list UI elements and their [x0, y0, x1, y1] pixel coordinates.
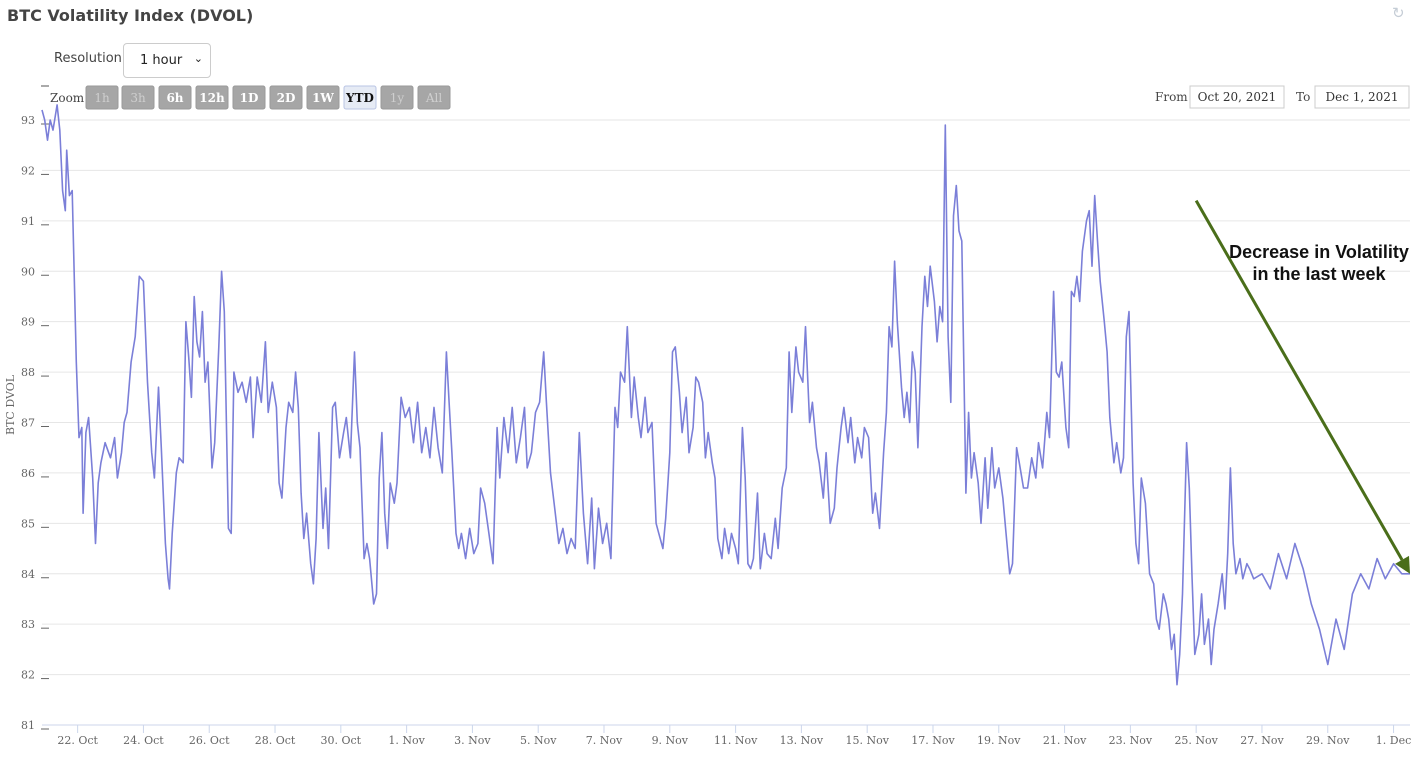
- x-tick-label: 28. Oct: [255, 734, 296, 747]
- zoom-button-bg: [158, 85, 192, 110]
- zoom-button-1d[interactable]: 1D: [232, 85, 266, 110]
- from-input[interactable]: [1189, 85, 1285, 109]
- zoom-button-1y: 1y: [380, 85, 414, 110]
- refresh-icon[interactable]: ↻: [1392, 5, 1405, 22]
- to-input[interactable]: [1314, 85, 1410, 109]
- y-tick-label: 85: [21, 517, 35, 530]
- zoom-button-bg: [417, 85, 451, 110]
- zoom-button-label: All: [425, 91, 443, 105]
- zoom-button-bg: [121, 85, 155, 110]
- x-tick-label: 15. Nov: [845, 734, 889, 747]
- zoom-button-label: 3h: [130, 91, 146, 105]
- y-tick-label: 83: [21, 618, 35, 631]
- zoom-button-bg: [343, 85, 377, 110]
- x-tick-label: 26. Oct: [189, 734, 230, 747]
- zoom-button-2d[interactable]: 2D: [269, 85, 303, 110]
- y-tick-label: 82: [21, 669, 35, 682]
- zoom-button-1h: 1h: [85, 85, 119, 110]
- zoom-button-label: 1h: [94, 91, 110, 105]
- y-tick-label: 91: [21, 215, 35, 228]
- zoom-button-ytd[interactable]: YTD: [343, 85, 377, 110]
- zoom-buttons: 1h 3h 6h 12h 1D 2D 1W YTD 1y All: [85, 85, 451, 110]
- zoom-button-bg: [85, 85, 119, 110]
- y-tick-label: 88: [21, 366, 35, 379]
- y-tick-label: 93: [21, 114, 35, 127]
- zoom-button-1w[interactable]: 1W: [306, 85, 340, 110]
- zoom-button-3h: 3h: [121, 85, 155, 110]
- x-tick-label: 1. Nov: [388, 734, 425, 747]
- y-tick-label: 84: [21, 568, 35, 581]
- chart-header: BTC Volatility Index (DVOL) ↻: [0, 0, 1422, 34]
- zoom-button-12h[interactable]: 12h: [195, 85, 229, 110]
- zoom-label: Zoom: [50, 91, 85, 105]
- y-tick-label: 86: [21, 467, 35, 480]
- x-tick-label: 17. Nov: [911, 734, 955, 747]
- resolution-select[interactable]: 1 hour ⌄: [123, 43, 211, 78]
- zoom-button-label: 6h: [166, 91, 183, 105]
- x-tick-label: 1. Dec: [1376, 734, 1411, 747]
- zoom-button-all: All: [417, 85, 451, 110]
- y-tick-label: 87: [21, 417, 35, 430]
- y-tick-label: 89: [21, 316, 35, 329]
- zoom-button-bg: [269, 85, 303, 110]
- resolution-value: 1 hour: [140, 53, 183, 68]
- series-line: [41, 104, 1410, 686]
- chevron-down-icon: ⌄: [193, 52, 203, 65]
- x-tick-label: 29. Nov: [1306, 734, 1350, 747]
- x-tick-label: 7. Nov: [586, 734, 623, 747]
- to-label: To: [1296, 90, 1310, 104]
- zoom-button-label: 1D: [240, 91, 259, 105]
- x-tick-label: 21. Nov: [1043, 734, 1087, 747]
- zoom-button-bg: [195, 85, 229, 110]
- page-title: BTC Volatility Index (DVOL): [7, 6, 254, 25]
- zoom-button-label: 1W: [312, 91, 334, 105]
- x-tick-label: 19. Nov: [977, 734, 1021, 747]
- zoom-button-bg: [306, 85, 340, 110]
- x-tick-label: 13. Nov: [780, 734, 824, 747]
- x-tick-label: 23. Nov: [1109, 734, 1153, 747]
- annotation-line-1: Decrease in Volatility: [1229, 242, 1409, 262]
- to-value: Dec 1, 2021: [1325, 90, 1398, 104]
- x-tick-label: 24. Oct: [123, 734, 164, 747]
- x-tick-label: 3. Nov: [454, 734, 491, 747]
- x-tick-label: 27. Nov: [1240, 734, 1284, 747]
- resolution-label: Resolution:: [54, 51, 127, 66]
- y-tick-label: 92: [21, 164, 35, 177]
- x-axis-ticks: 22. Oct 24. Oct 26. Oct 28. Oct 30. Oct 1. No…: [57, 725, 1411, 747]
- from-label: From: [1155, 90, 1188, 104]
- zoom-button-6h[interactable]: 6h: [158, 85, 192, 110]
- zoom-button-label: 12h: [199, 91, 225, 105]
- annotation-line-2: in the last week: [1252, 264, 1386, 284]
- x-tick-label: 5. Nov: [520, 734, 557, 747]
- grid-lines: [42, 119, 1410, 676]
- zoom-button-bg: [232, 85, 266, 110]
- zoom-button-label: 2D: [277, 91, 296, 105]
- from-value: Oct 20, 2021: [1198, 90, 1277, 104]
- y-tick-label: 81: [21, 719, 35, 732]
- x-tick-label: 25. Nov: [1174, 734, 1218, 747]
- y-tick-label: 90: [21, 265, 35, 278]
- x-tick-label: 30. Oct: [321, 734, 362, 747]
- zoom-button-label: YTD: [345, 91, 374, 105]
- trend-arrow: [1194, 199, 1404, 561]
- y-axis-ticks: 81 82 83 84 85 86 87 88 89 90 91 92 93: [21, 114, 49, 732]
- y-axis-title: BTC DVOL: [4, 374, 17, 435]
- x-tick-label: 9. Nov: [652, 734, 689, 747]
- annotation: Decrease in Volatility in the last week: [1194, 199, 1410, 574]
- zoom-button-bg: [380, 85, 414, 110]
- x-tick-label: 22. Oct: [57, 734, 98, 747]
- zoom-button-label: 1y: [390, 91, 405, 105]
- trend-arrow-head: [1395, 555, 1410, 574]
- x-tick-label: 11. Nov: [714, 734, 758, 747]
